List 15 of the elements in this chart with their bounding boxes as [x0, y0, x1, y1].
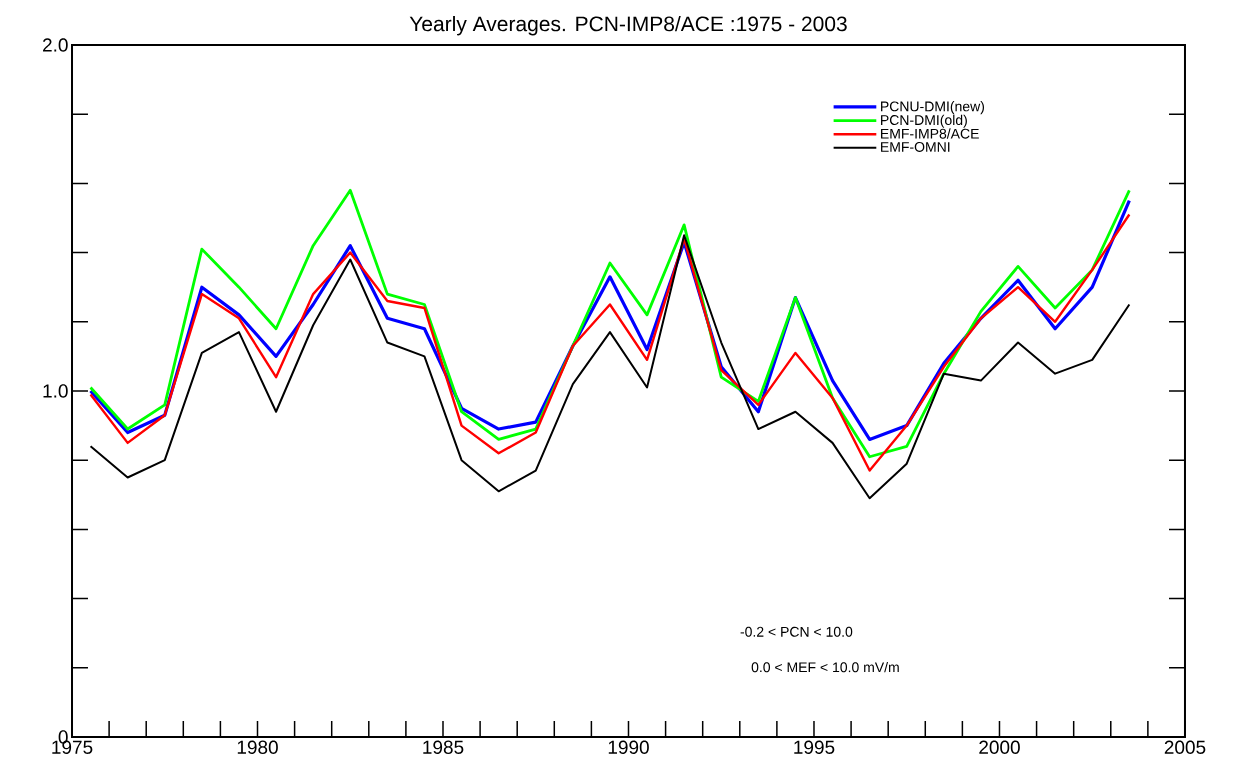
x-tick-label: 1990 — [608, 740, 649, 754]
annotation: -0.2 < PCN < 10.0 — [740, 626, 853, 637]
annotation: 0.0 < MEF < 10.0 mV/m — [751, 661, 899, 673]
x-tick-label: 2000 — [979, 740, 1020, 754]
chart-title: Yearly Averages. PCN-IMP8/ACE :1975 - 2003 — [409, 15, 847, 36]
y-tick-label: 1.0 — [43, 384, 68, 398]
legend-label: EMF-IMP8/ACE — [881, 128, 979, 139]
y-tick-label: 2.0 — [43, 38, 68, 52]
x-tick-label: 1995 — [794, 740, 835, 754]
legend-label: EMF-OMNI — [881, 142, 950, 152]
x-tick-label: 1985 — [423, 740, 464, 754]
x-tick-label: 2005 — [1164, 740, 1206, 754]
legend-label: PCNU-DMI(new) — [881, 101, 985, 115]
legend-label: PCN-DMI(old) — [881, 114, 967, 128]
x-tick-label: 1980 — [237, 740, 278, 754]
